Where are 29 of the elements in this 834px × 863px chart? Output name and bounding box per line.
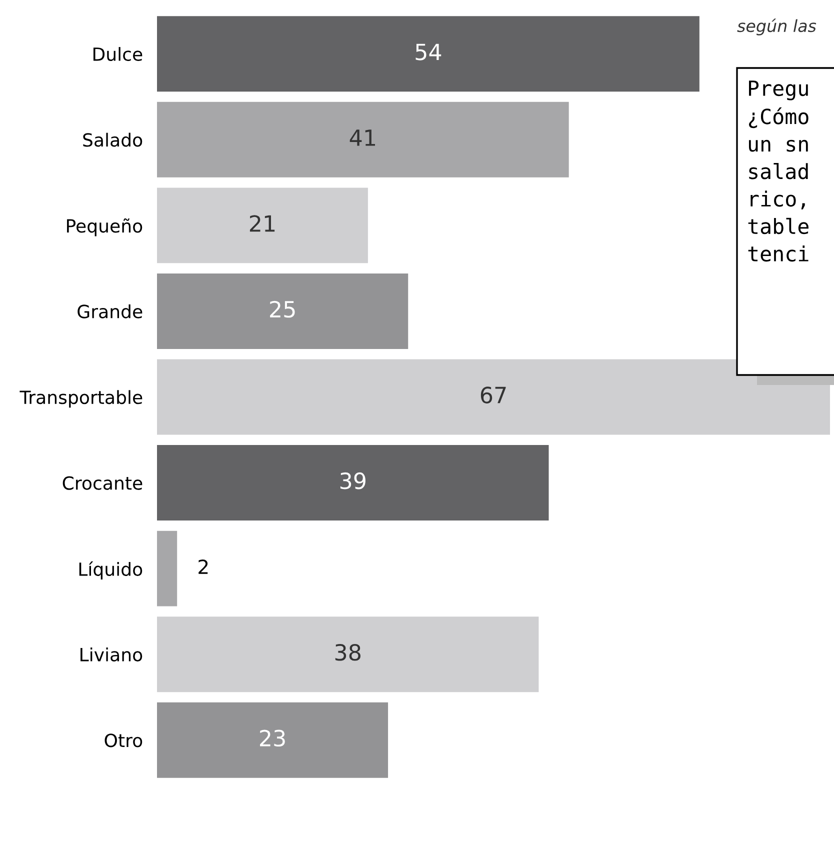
data-label: 25 [270,300,295,318]
data-label: 2 [198,559,208,574]
bar [157,702,388,778]
y-tick-label: Transportable [20,390,142,408]
y-tick-label: Otro [104,734,142,748]
bar [157,273,408,349]
y-tick-label: Líquido [79,561,142,580]
data-label: 21 [250,215,275,232]
y-tick-label: Liviano [80,647,142,662]
bar [157,530,178,606]
y-tick-label: Grande [78,304,142,318]
bar [157,616,539,692]
data-label: 54 [416,44,442,60]
data-label: 41 [350,130,376,146]
annotation: Pregu ¿Cómo un sn salad rico, table tenci [748,80,808,262]
y-tick-label: Dulce [93,47,142,62]
data-label: 38 [335,644,360,661]
data-label: 67 [480,386,506,404]
y-tick-label: Crocante [62,476,142,490]
y-tick-label: Pequeño [67,218,142,236]
bar [157,445,549,521]
annotation: según las [737,18,816,36]
bar [157,359,830,435]
bar [157,188,368,264]
bar [157,16,700,92]
data-label: 23 [260,730,285,747]
y-tick-label: Salado [83,132,142,147]
data-label: 39 [340,472,366,490]
bar [157,102,569,178]
